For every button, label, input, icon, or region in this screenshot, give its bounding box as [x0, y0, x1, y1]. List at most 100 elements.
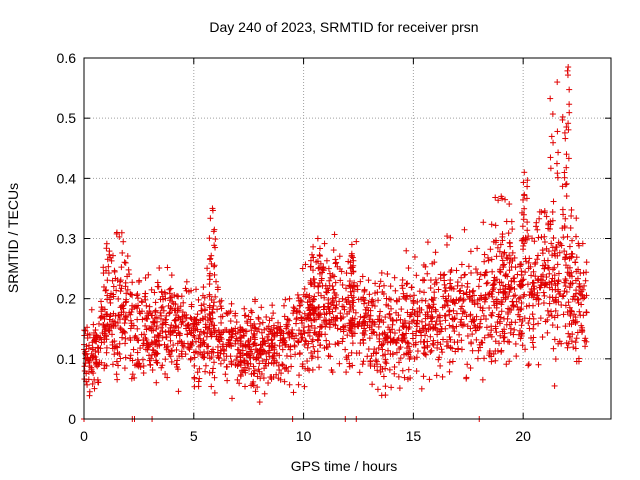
data-point: [304, 358, 311, 365]
data-point: [121, 365, 128, 372]
data-point: [332, 256, 339, 263]
data-point: [88, 306, 95, 313]
data-point: [583, 269, 590, 276]
data-point: [366, 291, 373, 298]
data-point: [306, 333, 313, 340]
data-point: [301, 341, 308, 348]
x-axis-label: GPS time / hours: [291, 458, 398, 474]
data-point: [458, 316, 465, 323]
data-point: [196, 331, 203, 338]
data-point: [299, 265, 306, 272]
data-point: [204, 265, 211, 272]
data-point: [113, 371, 120, 378]
data-point: [435, 286, 442, 293]
data-point: [427, 333, 434, 340]
data-point: [544, 316, 551, 323]
data-point: [407, 293, 414, 300]
data-point: [450, 285, 457, 292]
data-point: [560, 292, 567, 299]
data-point: [129, 279, 136, 286]
data-point: [290, 389, 297, 396]
data-point: [134, 325, 141, 332]
data-point: [115, 362, 122, 369]
data-point: [318, 292, 325, 299]
data-point: [234, 376, 241, 383]
data-point: [562, 323, 569, 330]
data-point: [139, 316, 146, 323]
data-point: [525, 361, 532, 368]
data-point: [116, 340, 123, 347]
y-tick-label: 0.6: [57, 50, 77, 66]
data-point: [337, 277, 344, 284]
data-point: [318, 324, 325, 331]
data-point: [279, 361, 286, 368]
y-tick-label: 0: [68, 411, 76, 427]
data-point: [489, 309, 496, 316]
data-point: [446, 322, 453, 329]
data-point: [242, 383, 249, 390]
data-point: [548, 308, 555, 315]
data-point: [453, 267, 460, 274]
data-point: [486, 304, 493, 311]
data-point: [461, 226, 468, 233]
data-point: [332, 317, 339, 324]
data-point: [509, 226, 516, 233]
data-point: [302, 261, 309, 268]
x-tick-label: 15: [406, 428, 422, 444]
data-point: [129, 371, 136, 378]
data-point: [84, 324, 91, 331]
data-point: [194, 369, 201, 376]
data-point: [535, 295, 542, 302]
data-point: [543, 213, 550, 220]
data-point: [118, 285, 125, 292]
y-axis-label: SRMTID / TECUs: [5, 183, 21, 293]
data-point: [554, 324, 561, 331]
data-point: [281, 302, 288, 309]
data-point: [336, 360, 343, 367]
data-point: [551, 272, 558, 279]
data-point: [515, 331, 522, 338]
data-point: [353, 238, 360, 245]
data-point: [173, 346, 180, 353]
y-tick-label: 0.1: [57, 351, 77, 367]
data-point: [354, 286, 361, 293]
x-tick-label: 10: [296, 428, 312, 444]
data-point: [512, 292, 519, 299]
data-point: [428, 347, 435, 354]
data-point: [172, 301, 179, 308]
data-point: [536, 215, 543, 222]
data-point: [197, 328, 204, 335]
data-point: [360, 358, 367, 365]
data-point: [399, 337, 406, 344]
data-point: [153, 379, 160, 386]
data-point: [458, 346, 465, 353]
data-point: [433, 372, 440, 379]
data-point: [440, 336, 447, 343]
data-point: [269, 302, 276, 309]
data-point: [127, 325, 134, 332]
data-point: [564, 233, 571, 240]
data-point: [256, 360, 263, 367]
data-point: [461, 272, 468, 279]
data-point: [552, 356, 559, 363]
data-point: [391, 370, 398, 377]
data-point: [392, 287, 399, 294]
data-point: [532, 273, 539, 280]
data-point: [467, 365, 474, 372]
y-tick-label: 0.2: [57, 291, 77, 307]
data-point: [343, 369, 350, 376]
data-point: [296, 372, 303, 379]
data-point: [397, 355, 404, 362]
data-point: [413, 272, 420, 279]
data-point: [152, 299, 159, 306]
data-point: [286, 295, 293, 302]
data-point: [349, 333, 356, 340]
data-point: [432, 249, 439, 256]
data-point: [343, 285, 350, 292]
data-point: [178, 319, 185, 326]
data-point: [200, 284, 207, 291]
data-points: [81, 64, 590, 422]
data-point: [209, 346, 216, 353]
data-point: [559, 225, 566, 232]
data-point: [254, 328, 261, 335]
